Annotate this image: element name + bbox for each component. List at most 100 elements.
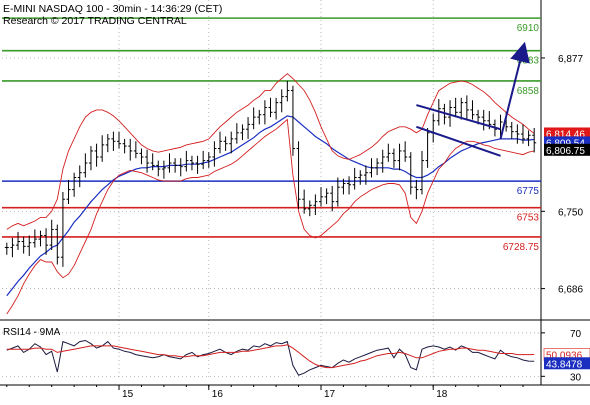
- ohlc-bar: [212, 141, 217, 167]
- ohlc-bar: [335, 177, 340, 207]
- rsi-ma-line: [6, 344, 535, 369]
- ohlc-bar: [100, 135, 105, 162]
- ohlc-bar: [240, 124, 245, 141]
- ohlc-bar: [251, 107, 256, 130]
- price-tag-label-2: 6,806.75: [546, 146, 585, 157]
- price-panel: 6,8776,7506,686691068836858677567536728.…: [0, 0, 590, 385]
- ohlc-bar: [44, 228, 49, 255]
- ohlc-bar: [27, 235, 32, 256]
- ohlc-bar: [66, 179, 71, 205]
- ohlc-bar: [397, 143, 402, 171]
- ohlc-bar: [38, 230, 43, 247]
- channel-line-1: [416, 125, 501, 157]
- ohlc-bar: [117, 131, 122, 149]
- ohlc-bar: [139, 148, 144, 165]
- ohlc-bar: [195, 155, 200, 174]
- ohlc-bar: [189, 155, 194, 171]
- ohlc-bar: [414, 179, 419, 200]
- ohlc-bar: [60, 192, 65, 267]
- ohlc-bar: [341, 178, 346, 195]
- x-tick-label-2: 17: [324, 389, 336, 400]
- ohlc-bar: [520, 124, 525, 144]
- ohlc-bar: [218, 131, 223, 154]
- ohlc-bar: [49, 219, 54, 250]
- ohlc-bar: [285, 80, 290, 102]
- ohlc-bar: [105, 134, 110, 153]
- ohlc-bar: [268, 97, 273, 118]
- rsi-tag-label-0: 50.0936: [546, 350, 583, 361]
- ohlc-bar: [375, 158, 380, 176]
- ohlc-bar: [330, 185, 335, 212]
- ohlc-bar: [10, 237, 15, 258]
- ohlc-bar: [206, 152, 211, 168]
- rsi-tick-label-1: 30: [570, 372, 582, 383]
- series-band-lower: [6, 118, 535, 315]
- ohlc-bar: [448, 100, 453, 127]
- ohlc-bar: [173, 158, 178, 173]
- ohlc-bar: [391, 148, 396, 168]
- ohlc-bar: [21, 236, 26, 254]
- ohlc-bar: [369, 158, 374, 178]
- ohlc-bar: [515, 124, 520, 144]
- ohlc-bar: [324, 188, 329, 205]
- ohlc-bar: [4, 242, 9, 255]
- ohlc-bar: [470, 100, 475, 120]
- y-tick-label-1: 6,750: [558, 207, 583, 218]
- ohlc-bar: [509, 121, 514, 139]
- ohlc-bar: [234, 123, 239, 144]
- ohlc-bar: [380, 149, 385, 173]
- level-label-6858: 6858: [517, 86, 540, 97]
- ohlc-bar: [481, 109, 486, 131]
- ohlc-bar: [296, 141, 301, 209]
- x-tick-label-3: 18: [436, 389, 448, 400]
- ohlc-bar: [526, 130, 531, 147]
- ohlc-bar: [246, 117, 251, 139]
- ohlc-bar: [358, 170, 363, 185]
- level-label-6910: 6910: [517, 23, 540, 34]
- ohlc-bar: [178, 158, 183, 177]
- y-tick-label-2: 6,686: [558, 285, 583, 296]
- level-label-6728.75: 6728.75: [503, 242, 540, 253]
- ohlc-bar: [318, 187, 323, 207]
- ohlc-bar: [128, 138, 133, 161]
- chart-title: E-MINI NASDAQ 100 - 30min - 14:36:29 (CE…: [3, 3, 222, 15]
- ohlc-bar: [290, 85, 295, 156]
- rsi-line: [6, 339, 535, 376]
- ohlc-bar: [419, 150, 424, 195]
- ohlc-bar: [408, 152, 413, 195]
- ohlc-bar: [279, 89, 284, 113]
- ohlc-bar: [156, 160, 161, 177]
- ohlc-bar: [184, 150, 189, 172]
- ohlc-bar: [133, 141, 138, 159]
- price-tag-label-0: 6,814.46: [546, 129, 585, 140]
- ohlc-bar: [352, 167, 357, 190]
- ohlc-bar: [122, 138, 127, 154]
- level-label-6775: 6775: [517, 186, 540, 197]
- ohlc-bar: [274, 97, 279, 120]
- ohlc-bar: [16, 231, 21, 250]
- ohlc-bar: [223, 136, 228, 151]
- rsi-tick-label-0: 70: [570, 329, 582, 340]
- ohlc-bar: [55, 224, 60, 265]
- ohlc-bar: [532, 128, 537, 153]
- channel-line-0: [416, 104, 501, 131]
- rsi-tag-label-1: 43.8478: [546, 359, 583, 370]
- y-tick-label-0: 6,877: [558, 54, 583, 65]
- ohlc-bar: [307, 200, 312, 217]
- ohlc-bar: [32, 229, 37, 248]
- ohlc-bar: [347, 176, 352, 195]
- x-tick-label-0: 15: [122, 389, 134, 400]
- ohlc-bar: [425, 128, 430, 168]
- ohlc-bar: [464, 95, 469, 120]
- rsi-tag-1: [544, 357, 590, 370]
- ohlc-bar: [94, 143, 99, 167]
- ohlc-bar: [161, 160, 166, 179]
- ohlc-bar: [302, 189, 307, 214]
- ohlc-bar: [453, 97, 458, 118]
- ohlc-bar: [111, 131, 116, 151]
- ohlc-bar: [229, 131, 234, 154]
- ohlc-bar: [72, 172, 77, 197]
- ohlc-bar: [459, 97, 464, 120]
- ohlc-bar: [77, 165, 82, 188]
